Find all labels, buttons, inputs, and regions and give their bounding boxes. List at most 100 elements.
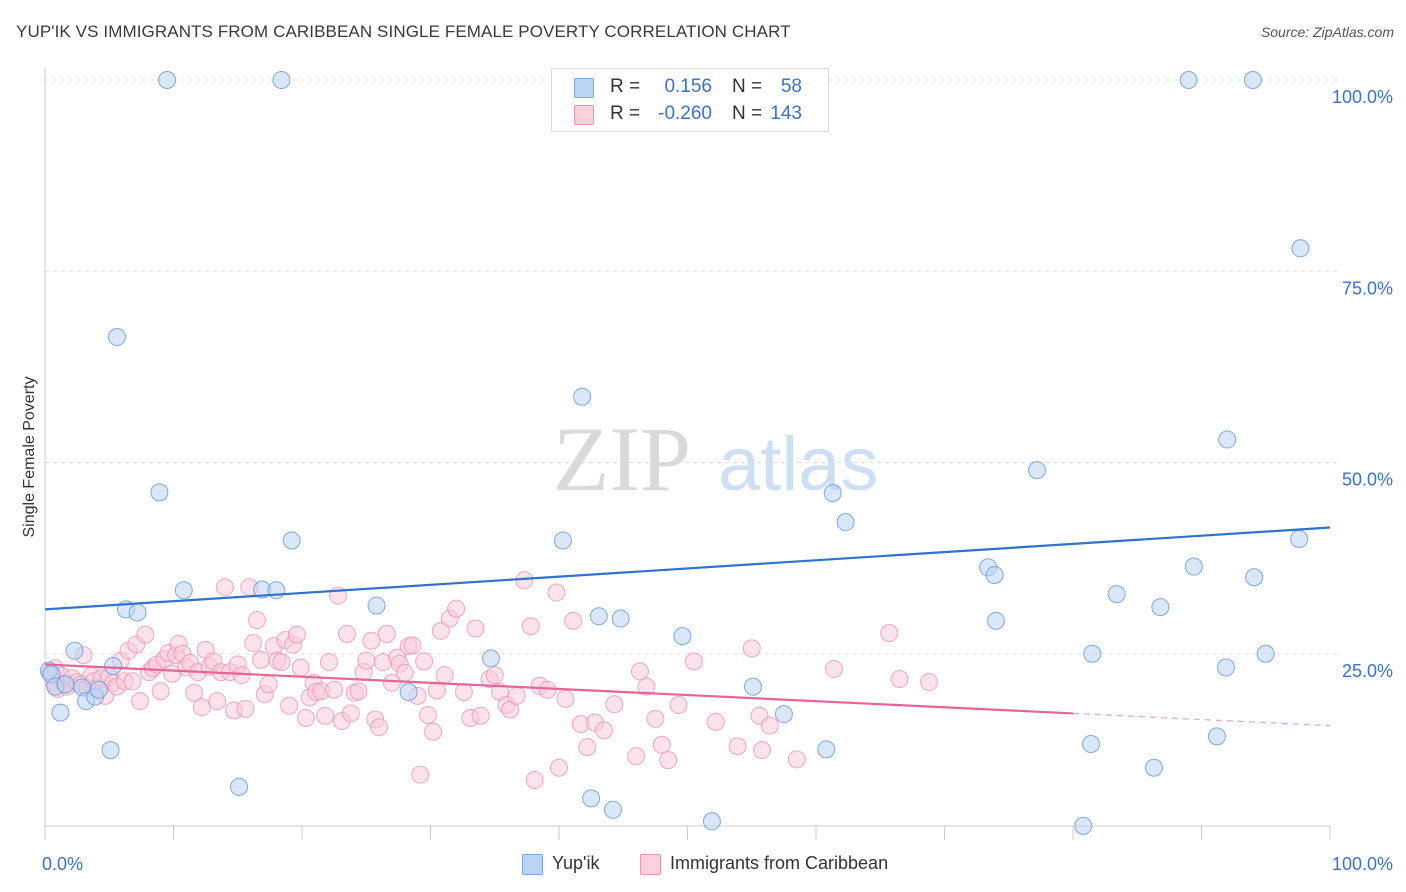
data-point-yupik <box>744 677 763 696</box>
data-point-caribbean <box>349 682 368 701</box>
data-point-caribbean <box>669 696 688 715</box>
data-point-caribbean <box>357 651 376 670</box>
data-point-yupik <box>282 531 301 550</box>
data-point-caribbean <box>415 652 434 671</box>
y-tick-label: 75.0% <box>1342 278 1393 298</box>
data-point-yupik <box>51 703 70 722</box>
legend-r-label: R = <box>610 103 641 124</box>
data-point-yupik <box>1028 461 1047 480</box>
legend-row-caribbean: R = -0.260 N = 143 <box>552 101 828 127</box>
data-point-caribbean <box>920 673 939 692</box>
data-point-caribbean <box>280 696 299 715</box>
data-point-yupik <box>611 609 630 628</box>
data-point-yupik <box>1218 430 1237 449</box>
data-point-yupik <box>1107 585 1126 604</box>
trend-lines <box>44 526 1331 727</box>
legend-n-value: 58 <box>780 76 802 97</box>
data-point-yupik <box>774 705 793 724</box>
data-point-caribbean <box>435 666 454 685</box>
data-point-caribbean <box>244 634 263 653</box>
legend-r-value: 0.156 <box>664 76 712 97</box>
data-point-caribbean <box>424 722 443 741</box>
bottom-legend-swatch-caribbean <box>640 854 661 875</box>
data-point-caribbean <box>471 706 490 725</box>
x-tick-label: 100.0% <box>1332 854 1393 874</box>
bottom-legend-caribbean: Immigrants from Caribbean <box>640 852 940 876</box>
data-point-caribbean <box>630 662 649 681</box>
watermark-atlas: atlas <box>718 422 879 507</box>
trend-line-caribbean <box>44 663 1074 715</box>
data-point-yupik <box>1184 557 1203 576</box>
y-tick-label: 50.0% <box>1342 470 1393 490</box>
data-point-yupik <box>272 71 291 89</box>
data-point-caribbean <box>787 750 806 769</box>
data-point-caribbean <box>760 716 779 735</box>
trend-line-caribbean-extrapolated <box>1072 712 1331 727</box>
data-point-yupik <box>65 641 84 660</box>
legend-n-value: 143 <box>770 103 802 124</box>
data-point-caribbean <box>550 758 568 777</box>
data-point-yupik <box>589 607 608 626</box>
data-point-yupik <box>1179 71 1198 89</box>
data-point-caribbean <box>236 699 255 718</box>
data-point-yupik <box>1074 816 1093 835</box>
data-point-yupik <box>1216 658 1235 677</box>
series-yupik-points <box>39 71 1310 835</box>
data-point-caribbean <box>594 721 613 740</box>
data-point-yupik <box>56 675 75 694</box>
data-point-yupik <box>986 611 1005 630</box>
bottom-legend-yupik: Yup'ik <box>522 852 642 876</box>
data-point-caribbean <box>362 631 381 650</box>
data-point-yupik <box>603 800 622 819</box>
data-point-caribbean <box>185 683 204 702</box>
data-point-yupik <box>836 513 855 532</box>
data-point-caribbean <box>251 650 270 669</box>
data-point-caribbean <box>466 619 485 638</box>
data-point-yupik <box>1256 644 1275 663</box>
data-point-caribbean <box>880 624 899 643</box>
data-point-caribbean <box>578 738 597 757</box>
data-point-yupik <box>174 581 193 600</box>
data-point-caribbean <box>370 718 389 737</box>
data-point-caribbean <box>192 698 211 717</box>
data-point-yupik <box>553 531 572 550</box>
data-point-caribbean <box>824 660 843 679</box>
data-point-yupik <box>267 581 286 600</box>
axis-labels: 25.0% 50.0% 75.0% 100.0% 0.0% 100.0% Single Fe… <box>21 87 1393 874</box>
legend-row-yupik: R = 0.156 N = 58 <box>552 74 828 100</box>
data-point-caribbean <box>131 692 150 711</box>
data-point-yupik <box>1243 71 1262 89</box>
data-point-caribbean <box>259 675 278 694</box>
data-point-yupik <box>101 741 120 760</box>
data-point-yupik <box>817 740 836 759</box>
data-point-caribbean <box>627 747 646 766</box>
data-point-caribbean <box>646 709 665 728</box>
data-point-yupik <box>89 680 108 699</box>
x-tick-label: 0.0% <box>42 854 83 874</box>
data-point-yupik <box>107 328 126 347</box>
data-point-caribbean <box>637 677 656 696</box>
data-point-caribbean <box>287 625 306 644</box>
y-tick-label: 100.0% <box>1332 87 1393 107</box>
legend-swatch-yupik <box>574 78 594 98</box>
data-point-caribbean <box>525 770 544 789</box>
legend-n-label: N = <box>732 76 763 97</box>
data-point-yupik <box>481 649 500 668</box>
stats-legend: R = 0.156 N = 58 R = -0.260 N = 143 <box>551 68 829 132</box>
data-point-yupik <box>582 789 601 808</box>
data-point-caribbean <box>272 653 291 672</box>
data-point-yupik <box>1151 598 1170 617</box>
data-point-yupik <box>128 603 147 622</box>
data-point-caribbean <box>411 765 430 784</box>
data-point-caribbean <box>742 639 761 658</box>
data-point-caribbean <box>684 652 703 671</box>
legend-r-label: R = <box>610 76 641 97</box>
data-point-yupik <box>1207 727 1226 746</box>
data-point-caribbean <box>296 709 315 728</box>
data-point-caribbean <box>215 578 234 597</box>
data-point-yupik <box>230 777 249 796</box>
data-point-caribbean <box>447 599 466 618</box>
data-point-caribbean <box>605 695 624 714</box>
data-point-caribbean <box>507 686 526 705</box>
